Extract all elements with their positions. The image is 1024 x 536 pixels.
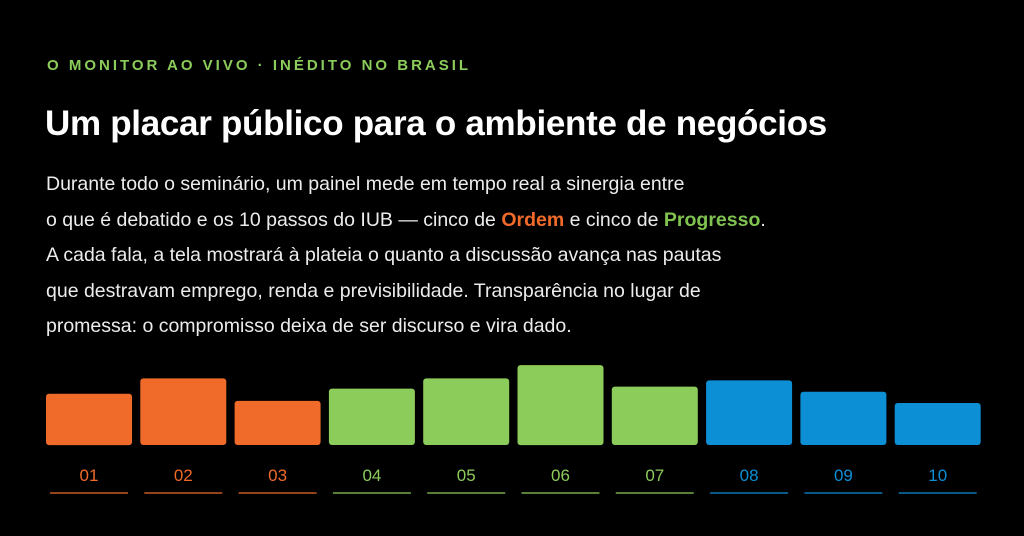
bar-label-07: 07 [645, 466, 664, 485]
bar-label-03: 03 [268, 466, 287, 485]
bar-09 [800, 391, 887, 445]
highlight-ordem: Ordem [501, 208, 565, 231]
bar-label-01: 01 [80, 466, 99, 485]
bars-group: 01 02 03 04 05 06 07 08 09 10 [46, 365, 981, 494]
bar-10 [894, 403, 981, 445]
body-line-1: Durante todo o seminário, um painel mede… [46, 173, 685, 195]
bar-label-10: 10 [928, 466, 947, 485]
bar-07 [611, 386, 698, 445]
body-line-5: promessa: o compromisso deixa de ser dis… [46, 315, 572, 337]
body-line-2-pre: o que é debatido e os 10 passos do IUB —… [46, 208, 502, 231]
body-line-3: A cada fala, a tela mostrará à plateia o… [46, 244, 722, 266]
bar-label-04: 04 [362, 466, 381, 485]
highlight-progresso: Progresso [663, 208, 761, 231]
body-line-2-mid: e cinco de [564, 208, 664, 231]
bar-08 [706, 380, 793, 445]
bar-02 [140, 378, 227, 445]
bar-label-09: 09 [834, 466, 853, 485]
bar-04 [328, 388, 415, 445]
bar-01 [46, 393, 132, 446]
body-line-4: que destravam emprego, renda e previsibi… [46, 279, 701, 302]
bar-label-05: 05 [457, 466, 476, 485]
kicker: O MONITOR AO VIVO · INÉDITO NO BRASIL [47, 57, 472, 74]
bar-label-02: 02 [174, 466, 193, 485]
headline: Um placar público para o ambiente de neg… [45, 104, 827, 143]
bar-03 [234, 400, 321, 445]
bar-05 [423, 378, 510, 445]
body-text: Durante todo o seminário, um painel mede… [46, 167, 946, 345]
body-line-2-post: . [760, 208, 766, 231]
bar-06 [517, 365, 604, 446]
body-line-2: o que é debatido e os 10 passos do IUB —… [46, 203, 946, 239]
bar-label-06: 06 [551, 466, 570, 485]
bar-label-08: 08 [740, 466, 759, 485]
